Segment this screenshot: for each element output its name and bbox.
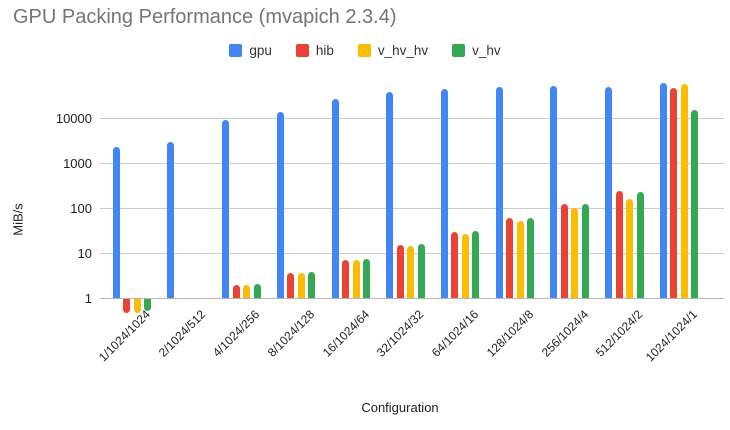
bar-gpu-1/1024/1024[interactable] [112,146,120,298]
bar-v_hv_hv-128/1024/8[interactable] [516,221,524,298]
legend-item-hib[interactable]: hib [295,43,334,58]
bar-v_hv-256/1024/4[interactable] [581,203,589,298]
legend-swatch-gpu [229,44,243,57]
bar-v_hv-64/1024/16[interactable] [472,230,480,298]
gridline [100,298,724,299]
x-tick-label: 32/1024/32 [374,307,427,360]
x-tick-label: 256/1024/4 [538,307,591,360]
bar-gpu-8/1024/128[interactable] [276,112,284,298]
bar-hib-64/1024/16[interactable] [451,232,459,298]
y-tick-label: 10000 [55,110,92,126]
bar-hib-512/1024/2[interactable] [615,190,623,298]
bar-v_hv_hv-4/1024/256[interactable] [243,285,251,298]
bar-hib-8/1024/128[interactable] [287,272,295,298]
legend-label: hib [315,43,334,58]
bar-v_hv_hv-1/1024/1024[interactable] [133,299,141,313]
x-tick-label: 128/1024/8 [483,307,537,360]
bar-v_hv-128/1024/8[interactable] [527,217,535,298]
legend-item-v_hv[interactable]: v_hv [452,43,501,58]
bar-gpu-128/1024/8[interactable] [495,87,503,298]
x-tick-label: 1/1024/1024 [96,307,154,365]
x-tick-label: 1024/1024/1 [643,307,701,365]
y-tick-label: 1000 [63,155,92,171]
x-tick-label: 16/1024/64 [319,307,373,360]
legend-label: gpu [249,43,272,58]
bar-gpu-1024/1024/1[interactable] [659,82,667,298]
y-tick-label: 100 [70,200,92,216]
bar-hib-32/1024/32[interactable] [396,245,404,298]
bar-v_hv-1024/1024/1[interactable] [691,110,699,298]
y-tick-label: 1 [84,290,92,306]
bar-gpu-64/1024/16[interactable] [440,88,448,298]
x-tick-label: 4/1024/256 [210,307,263,360]
bar-v_hv-512/1024/2[interactable] [636,191,644,298]
bar-v_hv_hv-1024/1024/1[interactable] [680,83,688,298]
gridline [100,208,724,209]
legend: gpu hib v_hv_hv v_hv [0,43,730,58]
bar-gpu-256/1024/4[interactable] [550,85,558,298]
legend-swatch-hib [295,44,309,57]
bar-gpu-4/1024/256[interactable] [222,120,230,298]
bar-v_hv-4/1024/256[interactable] [253,284,261,298]
bar-v_hv-1/1024/1024[interactable] [144,299,152,311]
bar-v_hv_hv-8/1024/128[interactable] [297,272,305,298]
legend-swatch-v_hv_hv [357,44,371,57]
x-tick-label: 64/1024/16 [429,307,482,360]
bar-v_hv_hv-32/1024/32[interactable] [407,246,415,298]
x-tick-label: 2/1024/512 [155,307,208,360]
bar-hib-1/1024/1024[interactable] [123,299,131,313]
bar-hib-256/1024/4[interactable] [560,203,568,298]
legend-swatch-v_hv [452,44,466,57]
bar-v_hv_hv-64/1024/16[interactable] [461,233,469,298]
bar-hib-16/1024/64[interactable] [342,259,350,298]
gridline [100,163,724,164]
gridline [100,118,724,119]
bar-v_hv-8/1024/128[interactable] [308,272,316,298]
legend-label: v_hv [472,43,501,58]
bar-v_hv_hv-16/1024/64[interactable] [352,259,360,298]
legend-label: v_hv_hv [377,43,429,58]
bar-v_hv-32/1024/32[interactable] [417,243,425,298]
y-tick-label: 10 [77,245,92,261]
bar-v_hv_hv-512/1024/2[interactable] [626,198,634,298]
bar-hib-128/1024/8[interactable] [506,218,514,298]
bar-gpu-512/1024/2[interactable] [605,86,613,298]
legend-item-v_hv_hv[interactable]: v_hv_hv [357,43,429,58]
y-axis-title: MiB/s [10,203,26,236]
bar-v_hv-16/1024/64[interactable] [363,258,371,298]
x-axis-title: Configuration [361,400,439,415]
x-tick-label: 8/1024/128 [264,307,318,360]
bar-hib-1024/1024/1[interactable] [670,87,678,298]
bar-v_hv_hv-256/1024/4[interactable] [571,208,579,298]
bar-gpu-16/1024/64[interactable] [331,99,339,298]
bar-gpu-32/1024/32[interactable] [386,91,394,298]
chart-title: GPU Packing Performance (mvapich 2.3.4) [13,6,397,28]
bar-gpu-2/1024/512[interactable] [167,142,175,298]
legend-item-gpu[interactable]: gpu [229,43,272,58]
bar-hib-4/1024/256[interactable] [232,285,240,298]
x-tick-label: 512/1024/2 [593,307,646,360]
